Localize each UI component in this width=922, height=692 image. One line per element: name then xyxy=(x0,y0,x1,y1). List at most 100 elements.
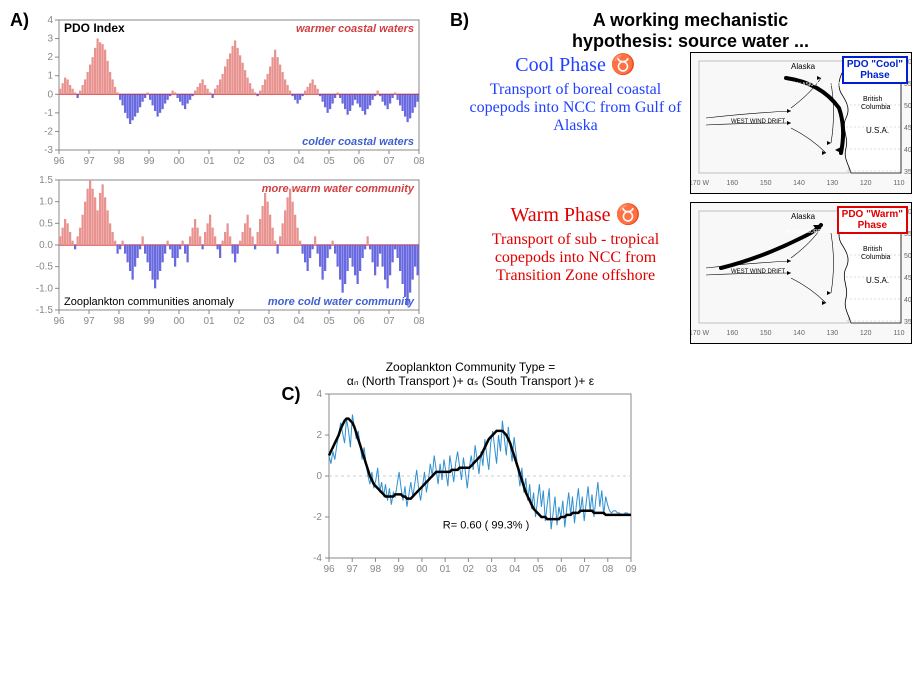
svg-text:120: 120 xyxy=(860,180,872,187)
svg-text:08: 08 xyxy=(413,156,425,167)
svg-text:more cold water community: more cold water community xyxy=(268,296,415,308)
svg-text:British: British xyxy=(863,246,883,253)
warm-phase-heading-text: Warm Phase xyxy=(511,204,611,226)
panel-a-label: A) xyxy=(10,10,29,31)
svg-text:08: 08 xyxy=(602,564,614,575)
panel-c: C) Zooplankton Community Type = αₙ (Nort… xyxy=(10,360,912,583)
svg-text:00: 00 xyxy=(173,316,185,327)
svg-text:170 W: 170 W xyxy=(691,180,710,187)
svg-text:06: 06 xyxy=(353,316,365,327)
svg-text:00: 00 xyxy=(416,564,428,575)
svg-text:06: 06 xyxy=(353,156,365,167)
svg-text:Alaska: Alaska xyxy=(791,212,816,221)
panel-a: A) -3-2-10123496979899000102030405060708… xyxy=(10,10,450,352)
svg-text:Columbia: Columbia xyxy=(861,254,891,261)
panel-c-title: Zooplankton Community Type = αₙ (North T… xyxy=(301,360,641,388)
warm-phase-map: 60N5550454035170 W160150140130120110Alas… xyxy=(690,202,912,344)
svg-text:0: 0 xyxy=(47,89,53,100)
svg-text:01: 01 xyxy=(203,316,215,327)
svg-text:98: 98 xyxy=(113,156,125,167)
svg-text:98: 98 xyxy=(369,564,381,575)
svg-text:02: 02 xyxy=(462,564,474,575)
warm-phase-desc: Transport of sub - tropical copepods int… xyxy=(469,231,682,285)
map-legend-line1: PDO "Warm" xyxy=(842,209,903,220)
svg-text:50: 50 xyxy=(904,103,911,110)
svg-text:96: 96 xyxy=(53,316,65,327)
map-diagram: 60N5550454035170 W160150140130120110Alas… xyxy=(690,202,912,344)
svg-text:97: 97 xyxy=(83,316,95,327)
svg-text:1.5: 1.5 xyxy=(39,175,53,186)
svg-text:2: 2 xyxy=(316,430,322,441)
map-legend: PDO "Warm"Phase xyxy=(837,206,908,234)
svg-text:04: 04 xyxy=(509,564,521,575)
svg-text:ALASKA CURRENT: ALASKA CURRENT xyxy=(796,82,841,88)
cool-phase-heading: Cool Phase ♉ xyxy=(469,52,682,77)
svg-text:05: 05 xyxy=(323,156,335,167)
svg-text:R= 0.60 ( 99.3% ): R= 0.60 ( 99.3% ) xyxy=(442,519,529,531)
svg-text:-4: -4 xyxy=(313,553,322,564)
svg-text:170 W: 170 W xyxy=(691,330,710,337)
map-legend: PDO "Cool"Phase xyxy=(842,56,908,84)
svg-text:03: 03 xyxy=(263,156,275,167)
svg-text:1.0: 1.0 xyxy=(39,197,53,208)
cool-phase-desc: Transport of boreal coastal copepods int… xyxy=(469,81,682,135)
panel-a-charts: -3-2-10123496979899000102030405060708PDO… xyxy=(29,10,429,343)
svg-text:U.S.A.: U.S.A. xyxy=(866,276,889,285)
svg-text:99: 99 xyxy=(143,156,155,167)
svg-text:05: 05 xyxy=(532,564,544,575)
svg-text:130: 130 xyxy=(826,330,838,337)
svg-text:4: 4 xyxy=(47,15,53,26)
svg-text:140: 140 xyxy=(793,330,805,337)
svg-text:U.S.A.: U.S.A. xyxy=(866,126,889,135)
svg-text:97: 97 xyxy=(83,156,95,167)
svg-text:-3: -3 xyxy=(44,145,53,156)
svg-text:-0.5: -0.5 xyxy=(36,262,54,273)
panel-c-label: C) xyxy=(282,384,301,405)
svg-text:02: 02 xyxy=(233,156,245,167)
panel-b-title-line2: hypothesis: source water ... xyxy=(572,31,809,51)
svg-text:-1: -1 xyxy=(44,108,53,119)
svg-text:140: 140 xyxy=(793,180,805,187)
svg-text:2: 2 xyxy=(47,52,53,63)
svg-text:40: 40 xyxy=(904,297,911,304)
panel-c-title-line1: Zooplankton Community Type = xyxy=(386,360,556,374)
svg-text:3: 3 xyxy=(47,34,53,45)
map-legend-line2: Phase xyxy=(860,70,889,81)
svg-text:150: 150 xyxy=(760,330,772,337)
svg-text:99: 99 xyxy=(143,316,155,327)
svg-text:120: 120 xyxy=(860,330,872,337)
svg-text:110: 110 xyxy=(893,180,904,187)
panel-b-title-line1: A working mechanistic xyxy=(593,10,788,30)
svg-text:warmer coastal waters: warmer coastal waters xyxy=(296,23,414,35)
map-legend-line1: PDO "Cool" xyxy=(847,59,903,70)
svg-text:0.0: 0.0 xyxy=(39,240,53,251)
svg-text:110: 110 xyxy=(893,330,904,337)
svg-text:97: 97 xyxy=(346,564,358,575)
svg-text:Zooplankton communities anomal: Zooplankton communities anomaly xyxy=(64,296,234,308)
warm-phase-symbol-icon: ♉ xyxy=(616,204,641,226)
map-diagram: 60N5550454035170 W160150140130120110Alas… xyxy=(690,52,912,194)
cool-phase-map: 60N5550454035170 W160150140130120110Alas… xyxy=(690,52,912,194)
svg-text:Alaska: Alaska xyxy=(791,62,816,71)
svg-text:-2: -2 xyxy=(313,512,322,523)
panel-b-label: B) xyxy=(450,10,469,352)
svg-text:Columbia: Columbia xyxy=(861,104,891,111)
svg-text:0: 0 xyxy=(316,471,322,482)
svg-text:150: 150 xyxy=(760,180,772,187)
svg-text:colder coastal waters: colder coastal waters xyxy=(302,136,414,148)
svg-text:-1.5: -1.5 xyxy=(36,305,54,316)
svg-text:WEST WIND DRIFT: WEST WIND DRIFT xyxy=(731,269,786,275)
svg-text:09: 09 xyxy=(625,564,637,575)
warm-phase-block: Warm Phase ♉ Transport of sub - tropical… xyxy=(469,202,912,344)
warm-phase-heading: Warm Phase ♉ xyxy=(469,202,682,227)
svg-text:130: 130 xyxy=(826,180,838,187)
svg-text:-1.0: -1.0 xyxy=(36,283,54,294)
svg-text:-2: -2 xyxy=(44,126,53,137)
svg-text:07: 07 xyxy=(383,316,395,327)
svg-text:WEST WIND DRIFT: WEST WIND DRIFT xyxy=(731,119,786,125)
svg-text:03: 03 xyxy=(486,564,498,575)
svg-text:07: 07 xyxy=(383,156,395,167)
svg-text:45: 45 xyxy=(904,275,911,282)
svg-text:more warm water community: more warm water community xyxy=(262,183,415,195)
svg-text:96: 96 xyxy=(53,156,65,167)
